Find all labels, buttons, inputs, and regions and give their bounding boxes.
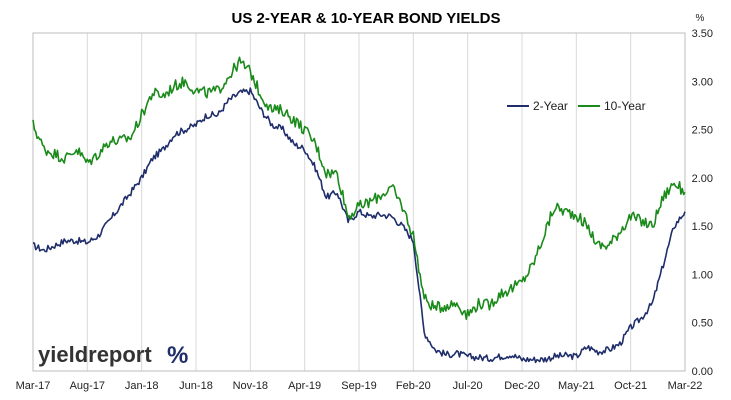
x-tick-label: Jun-18: [179, 380, 213, 392]
y-tick-label: 0.00: [692, 366, 713, 378]
series-line-10-year: [32, 56, 686, 321]
x-tick-label: Nov-18: [233, 380, 268, 392]
x-tick-label: Aug-17: [70, 380, 105, 392]
chart-title: US 2-YEAR & 10-YEAR BOND YIELDS: [232, 10, 501, 27]
x-tick-label: Sep-19: [341, 380, 376, 392]
series-layer: [32, 56, 686, 364]
legend-label: 10-Year: [604, 99, 646, 113]
x-tick-label: Dec-20: [504, 380, 539, 392]
plot-frame: [32, 32, 686, 372]
x-tick-label: Mar-22: [668, 380, 703, 392]
legend-label: 2-Year: [533, 99, 568, 113]
y-tick-label: 0.50: [692, 318, 713, 330]
logo-word: yieldreport: [38, 342, 152, 367]
y-axis-ticks: 0.00 0.50 1.00 1.50 2.00 2.50 3.00 3.50: [692, 28, 713, 378]
x-tick-label: Feb-20: [396, 380, 431, 392]
x-tick-label: Jan-18: [125, 380, 159, 392]
x-axis-ticks: Mar-17 Aug-17 Jan-18 Jun-18 Nov-18 Apr-19 Sep-…: [16, 380, 703, 392]
y-tick-label: 3.00: [692, 76, 713, 88]
y-tick-label: 2.00: [692, 173, 713, 185]
x-tick-label: Mar-17: [16, 380, 51, 392]
y-tick-label: 1.50: [692, 221, 713, 233]
grid-lines: [86, 33, 632, 371]
y-tick-label: 2.50: [692, 125, 713, 137]
legend: 2-Year 10-Year: [507, 99, 646, 113]
plot-border: [32, 32, 686, 372]
x-tick-label: Apr-19: [288, 380, 321, 392]
x-tick-label: Jul-20: [453, 380, 483, 392]
yieldreport-logo: yieldreport %: [38, 342, 188, 369]
series-line-2-year: [32, 87, 686, 364]
x-tick-label: May-21: [558, 380, 595, 392]
logo-percent-symbol: %: [167, 342, 188, 369]
y-tick-label: 1.00: [692, 269, 713, 281]
x-tick-label: Oct-21: [614, 380, 647, 392]
y-tick-label: 3.50: [692, 28, 713, 40]
y-axis-unit: %: [696, 13, 705, 24]
